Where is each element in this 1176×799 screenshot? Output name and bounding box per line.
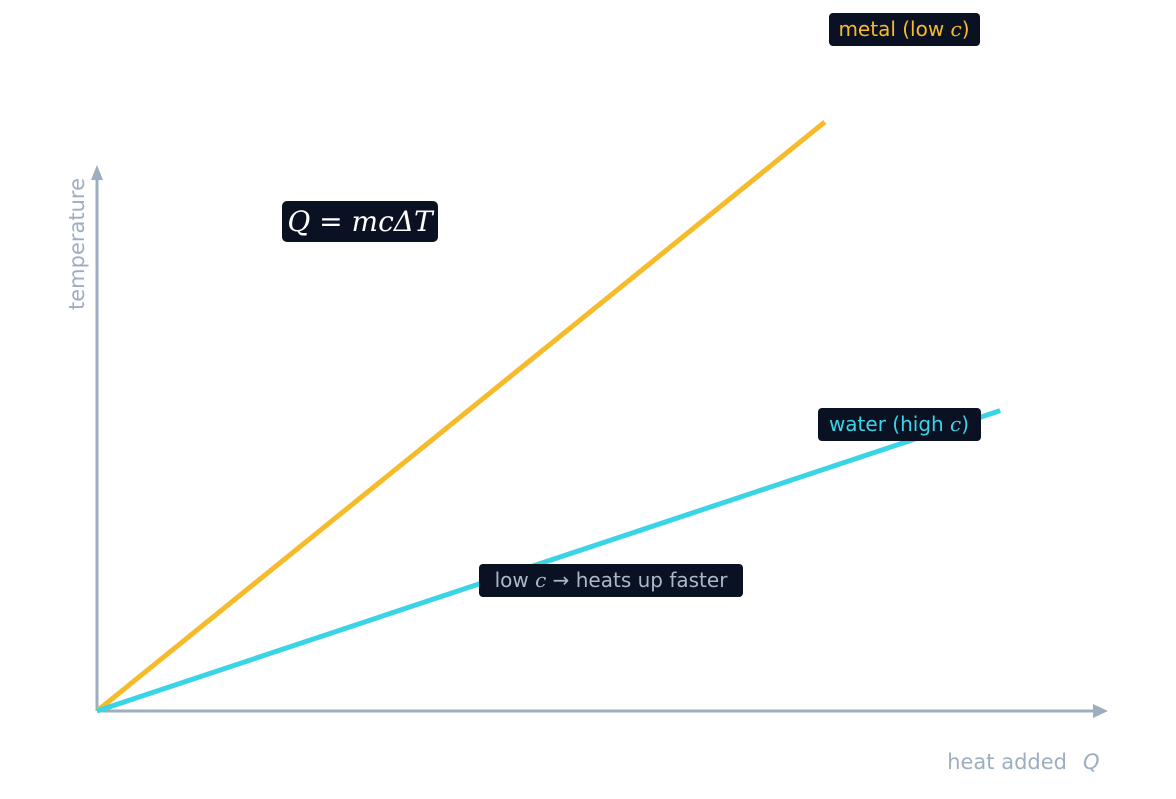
annotation-box (479, 564, 743, 597)
formula-box (282, 201, 438, 242)
series-line-metal (95, 120, 827, 713)
legend-label-water: water (high c) (829, 412, 969, 436)
water-label-box (818, 408, 981, 441)
y-axis-arrow-icon (91, 165, 103, 180)
metal-label-box (829, 13, 980, 46)
y-axis-label: temperature (65, 178, 89, 310)
x-axis-arrow-icon (1093, 704, 1108, 718)
formula-text: Q = mcΔT (287, 205, 435, 238)
x-axis-label: heat added (947, 750, 1067, 774)
annotation-text: low c → heats up faster (495, 568, 729, 592)
legend-label-metal: metal (low c) (838, 17, 969, 41)
x-axis-label-symbol: Q (1083, 750, 1100, 774)
series-line-water (96, 408, 1001, 714)
